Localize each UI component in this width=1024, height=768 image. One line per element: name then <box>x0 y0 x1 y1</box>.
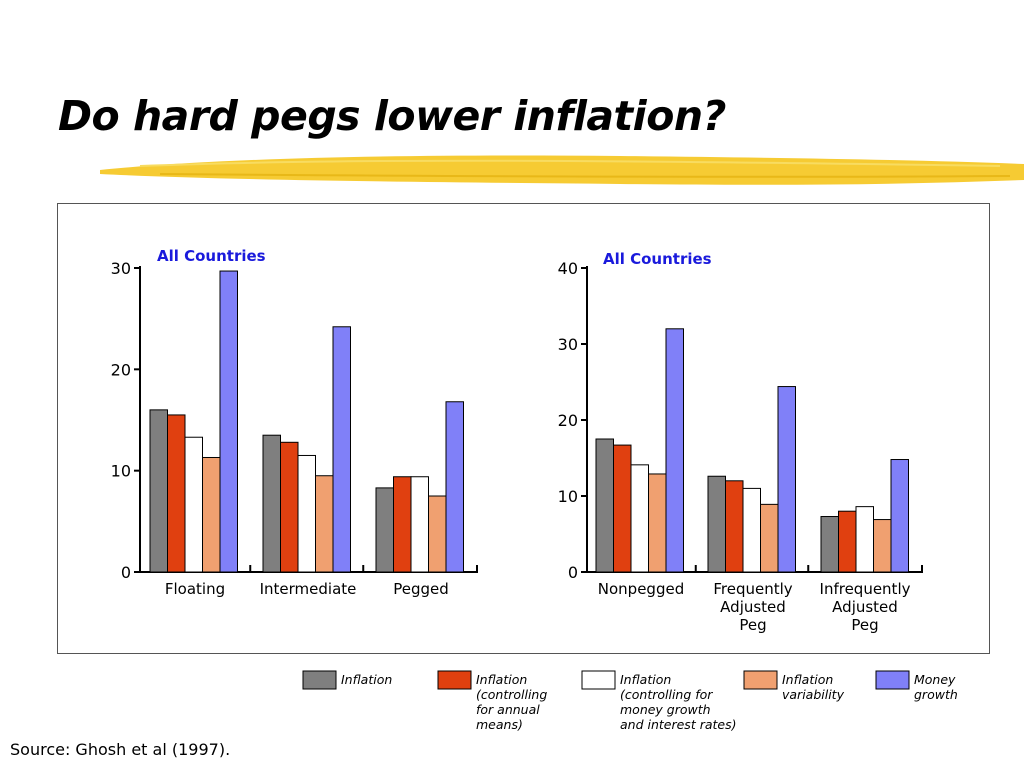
chart-frame <box>57 203 990 654</box>
source-citation: Source: Ghosh et al (1997). <box>10 740 231 759</box>
legend-swatch <box>875 670 910 690</box>
legend-label: Inflation <box>620 672 671 687</box>
legend-label: (controlling for <box>620 687 713 702</box>
legend-swatch <box>581 670 616 690</box>
legend-label: Money <box>914 672 956 687</box>
highlight-brush-stroke <box>100 155 1024 185</box>
chart-title: All Countries <box>157 247 266 265</box>
category-label: Adjusted <box>832 598 898 616</box>
y-tick-label: 40 <box>558 259 578 278</box>
bar-money-growth <box>890 459 909 573</box>
category-label: Frequently <box>713 580 792 598</box>
legend-label: variability <box>782 687 845 702</box>
legend-label: means) <box>476 717 523 732</box>
category-label: Adjusted <box>720 598 786 616</box>
category-label: Peg <box>739 616 766 634</box>
y-tick-label: 10 <box>558 487 578 506</box>
y-tick-label: 20 <box>111 360 131 379</box>
category-label: Pegged <box>393 580 449 598</box>
legend-label: and interest rates) <box>620 717 736 732</box>
bar-money-growth <box>219 270 238 573</box>
legend-swatch <box>743 670 778 690</box>
legend-swatch <box>437 670 472 690</box>
y-tick-label: 0 <box>121 563 131 582</box>
legend-item: Inflation <box>302 670 392 690</box>
legend-label: growth <box>914 687 958 702</box>
chart-title: All Countries <box>603 250 712 268</box>
y-tick-label: 30 <box>111 259 131 278</box>
category-label: Floating <box>165 580 225 598</box>
legend-label: Inflation <box>341 672 392 687</box>
chart-2: All Countries 0 10 20 30 40 Nonpegged Frequentl… <box>558 250 923 634</box>
category-label: Infrequently <box>820 580 911 598</box>
y-tick-label: 30 <box>558 335 578 354</box>
legend-label: (controlling <box>476 687 547 702</box>
legend-label: Inflation <box>782 672 833 687</box>
bar-money-growth <box>665 328 684 573</box>
y-tick-label: 0 <box>568 563 578 582</box>
y-tick-label: 20 <box>558 411 578 430</box>
category-label: Nonpegged <box>598 580 684 598</box>
bar-money-growth <box>445 401 464 573</box>
legend-label: Inflation <box>476 672 527 687</box>
y-tick-label: 10 <box>111 462 131 481</box>
legend-label: for annual <box>476 702 540 717</box>
chart-1: All Countries 0 10 20 30 Floating Intermediate… <box>111 247 478 598</box>
bar-money-growth <box>332 326 351 573</box>
bar-money-growth <box>777 386 796 573</box>
category-label: Peg <box>851 616 878 634</box>
legend-swatch <box>302 670 337 690</box>
legend-label: money growth <box>620 702 711 717</box>
slide-title: Do hard pegs lower inflation? <box>58 92 726 140</box>
category-label: Intermediate <box>260 580 357 598</box>
